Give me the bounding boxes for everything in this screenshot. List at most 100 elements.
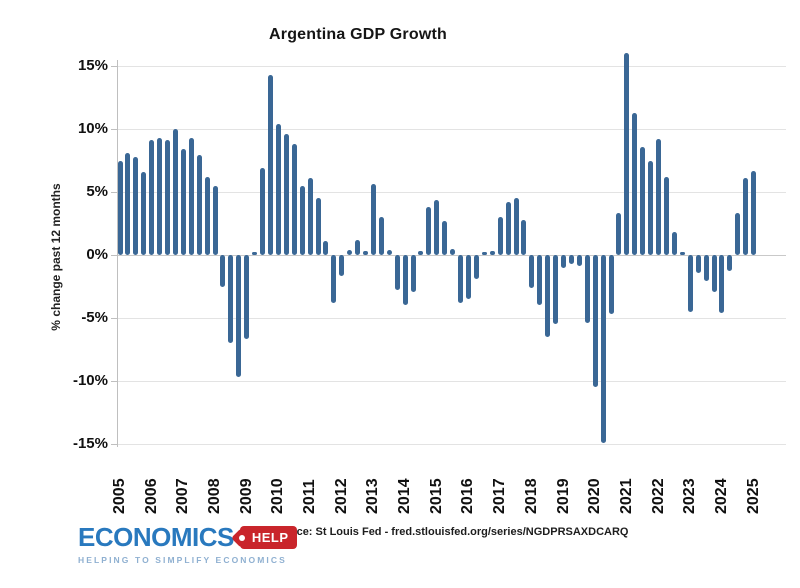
bar [418, 251, 424, 255]
y-axis-tick [111, 255, 118, 256]
bar [402, 255, 408, 306]
bar [410, 255, 416, 292]
bar [188, 137, 194, 255]
bar [141, 171, 147, 255]
bar [497, 217, 503, 255]
bar [537, 255, 543, 306]
bar [727, 255, 733, 272]
bar [291, 144, 297, 255]
bar [220, 255, 226, 287]
gridline [118, 66, 786, 67]
bar [703, 255, 709, 282]
x-tick-label: 2011 [301, 479, 319, 514]
y-axis-tick [111, 318, 118, 319]
y-axis-tick [111, 66, 118, 67]
bar [355, 239, 361, 255]
logo-tag-text: HELP [251, 530, 289, 545]
bar [370, 184, 376, 255]
bar [426, 207, 432, 255]
bar [363, 251, 369, 255]
bar [275, 123, 281, 255]
x-tick-label: 2005 [111, 478, 128, 514]
bar [481, 252, 487, 255]
y-tick-label: -10% [72, 372, 108, 389]
bar [473, 255, 479, 279]
x-tick-label: 2022 [649, 478, 667, 514]
chart-title: Argentina GDP Growth [269, 26, 447, 43]
bar [267, 74, 273, 255]
logo-tag-icon: HELP [238, 526, 297, 549]
bar [450, 248, 456, 255]
x-tick-label: 2014 [396, 478, 414, 514]
bar [244, 255, 250, 340]
bar [458, 255, 464, 303]
bar [125, 152, 131, 255]
x-tick-label: 2023 [681, 478, 699, 514]
bar [315, 198, 321, 255]
bar [307, 178, 313, 255]
bar [743, 178, 749, 255]
bar [568, 255, 574, 264]
bar [260, 168, 266, 255]
bar [204, 176, 210, 255]
bar [561, 255, 567, 268]
bar [489, 251, 495, 255]
bar [545, 255, 551, 337]
x-tick-label: 2021 [617, 478, 635, 514]
bar [687, 255, 693, 312]
bar [640, 146, 646, 255]
y-axis-tick [111, 444, 118, 445]
bar [584, 255, 590, 324]
y-tick-label: 10% [77, 120, 108, 137]
x-tick-label: 2018 [522, 478, 540, 514]
x-tick-label: 2016 [459, 478, 477, 514]
bar [576, 255, 582, 267]
bar [719, 255, 725, 313]
bar [172, 129, 178, 255]
bar [339, 255, 345, 277]
y-tick-label: -5% [81, 309, 108, 326]
bar [711, 255, 717, 292]
x-tick-label: 2017 [491, 478, 509, 514]
bar [616, 213, 622, 255]
bar [165, 140, 171, 255]
x-tick-label: 2012 [332, 478, 350, 514]
bar [378, 217, 384, 255]
gridline [118, 444, 786, 445]
gridline [118, 381, 786, 382]
logo-brand-text: ECONOMICS [78, 522, 234, 552]
x-tick-label: 2024 [712, 478, 730, 514]
source-attribution: Source: St Louis Fed - fred.stlouisfed.o… [271, 526, 629, 538]
bar [212, 185, 218, 255]
bar [632, 112, 638, 255]
x-tick-label: 2010 [269, 478, 287, 514]
x-tick-label: 2008 [206, 478, 224, 514]
bar [299, 185, 305, 255]
y-axis-tick [111, 129, 118, 130]
y-tick-label: 5% [86, 183, 108, 200]
x-tick-label: 2006 [142, 478, 160, 514]
y-tick-label: -15% [72, 435, 108, 452]
economics-help-logo: ECONOMICS HELP HELPING TO SIMPLIFY ECONO… [78, 522, 298, 565]
bar [663, 176, 669, 255]
bar [671, 232, 677, 255]
bar [442, 220, 448, 255]
bar [347, 249, 353, 255]
bar [157, 137, 163, 255]
bar [180, 149, 186, 255]
bar [283, 134, 289, 255]
bar [695, 255, 701, 273]
x-tick-label: 2013 [364, 478, 382, 514]
bar [513, 198, 519, 255]
bar [196, 155, 202, 255]
bar [386, 249, 392, 255]
y-tick-label: 0% [86, 246, 108, 263]
bar [521, 219, 527, 255]
gridline [118, 129, 786, 130]
gridline [118, 318, 786, 319]
bar [117, 160, 123, 255]
bar [600, 255, 606, 443]
y-axis-tick [111, 381, 118, 382]
bar [149, 140, 155, 255]
